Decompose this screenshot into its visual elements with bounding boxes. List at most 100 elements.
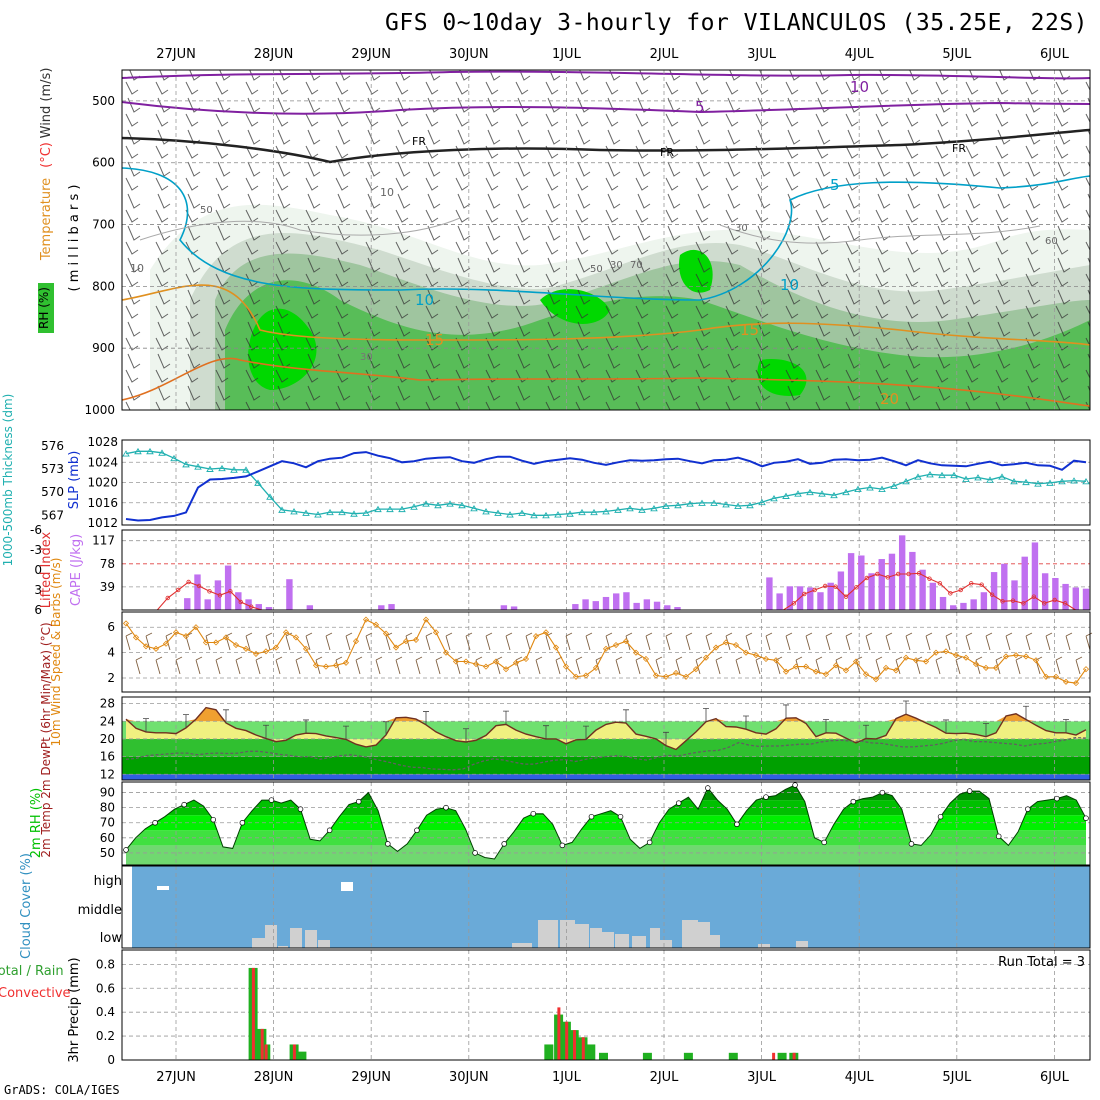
wind-barb	[1015, 656, 1023, 675]
minmax-whisker	[383, 721, 389, 735]
wind-barb	[215, 656, 223, 675]
rh-line	[125, 784, 1087, 860]
temperature-axis-label: Temperature	[39, 178, 54, 261]
wind-barb	[155, 656, 163, 675]
wind-speed-point	[862, 671, 870, 678]
thickness-point	[950, 471, 958, 479]
minmax-whisker	[983, 723, 989, 737]
slp-tick: 1016	[87, 496, 118, 510]
lifted-index-point	[1010, 598, 1016, 603]
thickness-point	[242, 466, 250, 473]
wind-speed-point	[792, 663, 800, 670]
pressure-tick: 700	[92, 218, 115, 232]
minmax-whisker	[1023, 705, 1029, 720]
li-tick: 6	[34, 603, 42, 617]
date-tick-top: 5JUL	[942, 47, 972, 62]
wind-speed-point	[952, 652, 960, 659]
cape-bar	[184, 598, 191, 610]
cape-bar	[204, 599, 211, 610]
wind-barb	[335, 656, 343, 675]
wind-speed-point	[422, 616, 430, 623]
precip-axis-label: 3hr Precip (mm)	[67, 957, 82, 1062]
cape-bar	[929, 582, 937, 610]
wind-speed-point	[972, 660, 980, 668]
thickness-point	[314, 511, 322, 518]
wind-speed-point	[572, 673, 580, 680]
wind-barb	[405, 632, 413, 651]
wind-speed-point	[1032, 657, 1040, 664]
thickness-point	[818, 490, 826, 497]
wind-panel	[122, 612, 1093, 692]
wind-speed-point	[492, 658, 500, 665]
contour-line	[121, 357, 1091, 407]
wind-speed-point	[762, 655, 770, 663]
wind-barb	[1045, 632, 1053, 651]
wind-speed-point	[242, 645, 250, 652]
precip-convective-bar	[251, 967, 255, 1060]
date-tick-bottom: 28JUN	[254, 1070, 294, 1085]
wind-speed-point	[1042, 673, 1050, 680]
wind-speed-point	[632, 649, 640, 656]
wind-barb	[825, 632, 833, 651]
upper-air-frame	[121, 69, 1091, 411]
cape-bar	[960, 602, 967, 610]
wind-barb	[845, 632, 853, 651]
wind-speed-point	[442, 649, 450, 656]
contour-line	[121, 128, 1091, 164]
contour-label: 5	[695, 98, 705, 116]
contour-line	[121, 284, 1091, 346]
contour-label: 30	[360, 352, 373, 363]
rh-point	[559, 842, 566, 849]
thickness-point	[878, 485, 886, 493]
thickness-point	[566, 510, 574, 517]
wind-speed-line	[125, 618, 1087, 684]
wind-barb	[655, 656, 663, 675]
rh-point	[850, 798, 857, 805]
thickness-point	[1022, 478, 1030, 486]
wind-speed-point	[822, 671, 830, 678]
minmax-whisker	[543, 725, 549, 739]
thickness-point	[446, 500, 454, 507]
contour-label: FR	[412, 135, 426, 148]
rh-point	[937, 813, 944, 820]
lifted-index-point	[885, 575, 890, 580]
upper-air-panel	[121, 70, 1091, 410]
wind-speed-point	[902, 654, 910, 661]
contour-label: 10	[850, 78, 869, 96]
thickness-point	[1046, 479, 1054, 486]
wind-speed-point	[352, 638, 360, 645]
date-tick-bottom: 5JUL	[942, 1070, 972, 1085]
minmax-whisker	[663, 731, 669, 746]
cape-bar	[664, 605, 671, 610]
rh-point	[792, 782, 798, 788]
slp-tick: 1024	[87, 455, 118, 469]
contour-label: 10	[130, 262, 144, 275]
wind-speed-point	[612, 641, 620, 649]
cape-bar	[674, 607, 681, 610]
temp-tick: 20	[100, 732, 115, 746]
wind-barb	[565, 632, 573, 651]
minmax-whisker	[743, 715, 749, 730]
wind-speed-point	[942, 648, 950, 655]
thickness-point	[206, 465, 214, 472]
cape-bar	[623, 592, 630, 610]
rh2m-axis-label: 2m RH (%)	[29, 788, 44, 859]
thickness-point	[986, 476, 994, 483]
wind-barb	[1085, 632, 1093, 651]
thickness-point	[1010, 477, 1018, 485]
wind-speed-point	[962, 654, 970, 661]
cape-bar	[827, 582, 834, 610]
thickness-point	[746, 501, 754, 509]
thickness-point	[146, 447, 154, 455]
wind-speed-point	[722, 639, 730, 646]
lifted-index-point	[854, 585, 859, 590]
lifted-index-point	[948, 591, 953, 596]
wind-barb	[135, 656, 143, 675]
wind-speed-point	[312, 662, 320, 669]
rh-axis-label: RH (%)	[37, 287, 51, 329]
wind-speed-point	[1022, 653, 1030, 660]
cape-bar	[592, 601, 599, 610]
wind-speed-point	[332, 662, 340, 669]
wind-speed-point	[662, 673, 670, 680]
thickness-point	[422, 500, 430, 507]
